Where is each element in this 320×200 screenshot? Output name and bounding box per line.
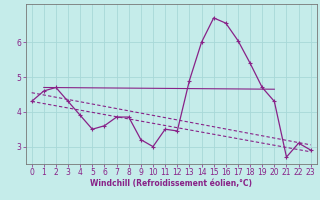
X-axis label: Windchill (Refroidissement éolien,°C): Windchill (Refroidissement éolien,°C) [90, 179, 252, 188]
